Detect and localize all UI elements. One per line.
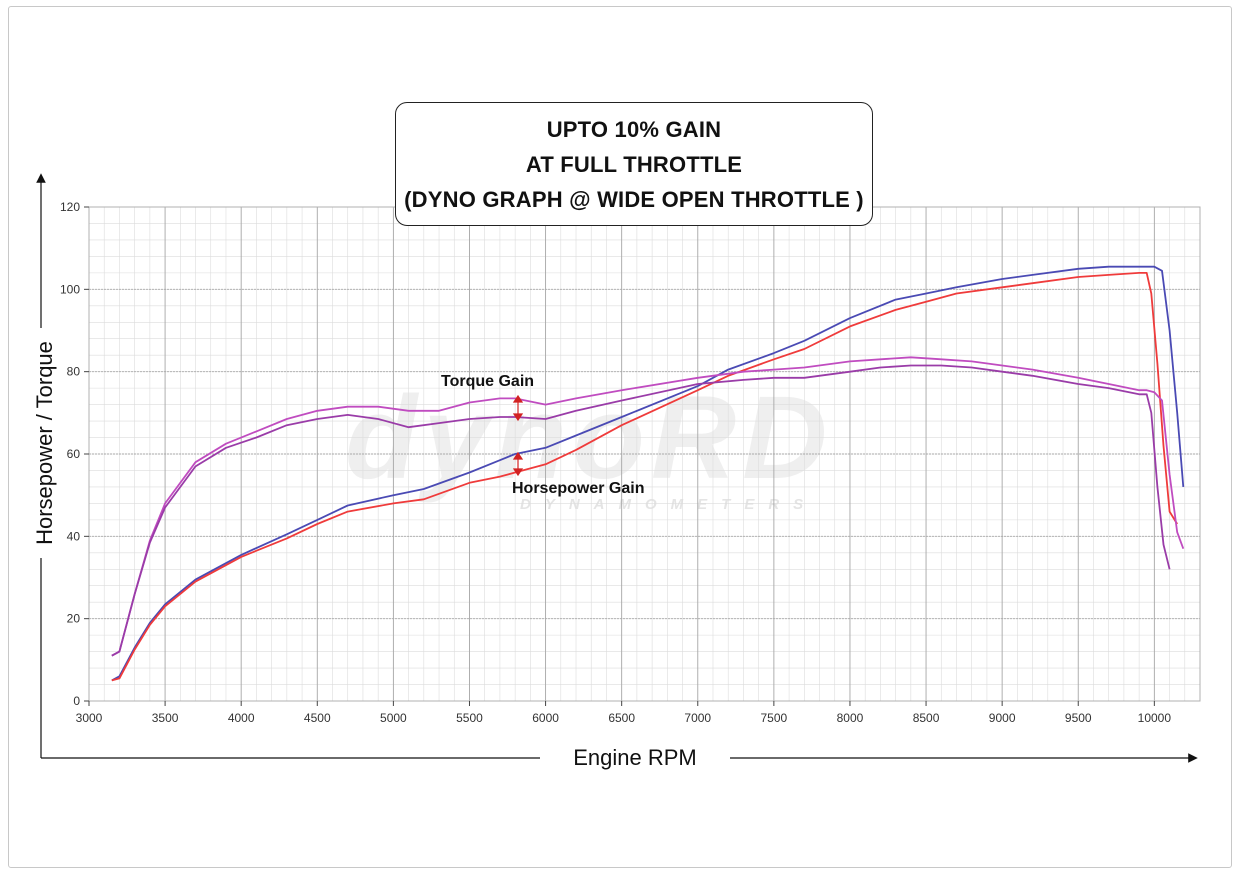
x-tick-label: 7000 (684, 711, 711, 725)
x-tick-label: 3500 (152, 711, 179, 725)
y-tick-label: 120 (60, 200, 80, 214)
y-tick-label: 100 (60, 282, 80, 296)
x-tick-label: 8500 (913, 711, 940, 725)
series-line-1 (111, 265, 1185, 682)
title-line-3: (DYNO GRAPH @ WIDE OPEN THROTTLE ) (404, 186, 864, 212)
x-tick-label: 4000 (228, 711, 255, 725)
x-tick-labels: 3000 3500 4000 4500 5000 5500 6000 6500 7000 7500… (76, 701, 1172, 725)
y-tick-labels: 0 20 40 60 80 100 120 (60, 200, 89, 708)
chart-frame (8, 6, 1232, 868)
x-tick-label: 8000 (837, 711, 864, 725)
x-tick-label: 9500 (1065, 711, 1092, 725)
x-tick-label: 5000 (380, 711, 407, 725)
y-tick-label: 80 (67, 365, 81, 379)
x-tick-label: 10000 (1138, 711, 1172, 725)
gain-markers (512, 394, 524, 477)
x-axis-title: Engine RPM (540, 745, 730, 771)
torque-gain-label: Torque Gain (441, 373, 535, 390)
title-line-1: UPTO 10% GAIN (546, 116, 722, 142)
title-box: UPTO 10% GAIN AT FULL THROTTLE (DYNO GRA… (395, 102, 873, 226)
y-axis-title: Horsepower / Torque (32, 328, 58, 558)
x-tick-label: 5500 (456, 711, 483, 725)
series-lines (111, 265, 1185, 682)
x-tick-label: 6500 (608, 711, 635, 725)
y-tick-label: 60 (67, 447, 81, 461)
y-tick-label: 40 (67, 529, 81, 543)
title-line-2: AT FULL THROTTLE (525, 151, 743, 177)
x-tick-label: 7500 (761, 711, 788, 725)
y-tick-label: 0 (73, 694, 80, 708)
x-tick-label: 3000 (76, 711, 103, 725)
x-tick-label: 4500 (304, 711, 331, 725)
x-tick-label: 6000 (532, 711, 559, 725)
series-line-2 (111, 271, 1178, 682)
horsepower-gain-label: Horsepower Gain (512, 480, 645, 497)
x-tick-label: 9000 (989, 711, 1016, 725)
y-tick-label: 20 (67, 612, 81, 626)
series-line-4 (111, 364, 1171, 657)
series-line-3 (111, 356, 1185, 657)
